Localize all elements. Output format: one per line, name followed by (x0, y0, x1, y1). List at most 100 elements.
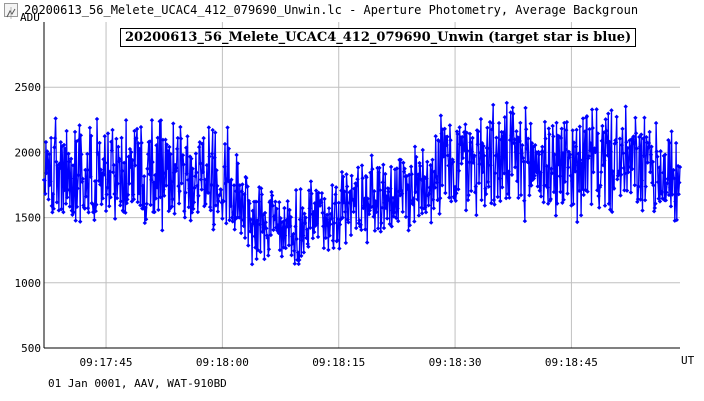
data-point (570, 128, 575, 133)
data-point (405, 186, 410, 191)
data-point (359, 163, 365, 168)
data-point (410, 202, 416, 207)
data-point (60, 165, 65, 171)
data-point (594, 107, 599, 112)
data-point (633, 115, 638, 120)
data-point (514, 129, 519, 134)
data-point (43, 139, 49, 145)
data-point (536, 149, 541, 155)
data-point (395, 206, 400, 211)
data-point (229, 177, 234, 182)
data-point (350, 197, 356, 203)
data-point (323, 235, 329, 241)
data-point (582, 129, 588, 134)
data-point (363, 227, 368, 232)
data-point (455, 131, 460, 137)
data-point (469, 188, 474, 194)
data-point (226, 146, 232, 151)
data-point (609, 108, 614, 113)
data-point (513, 149, 519, 155)
data-point (337, 222, 343, 227)
data-point (154, 143, 159, 148)
data-point (661, 153, 667, 159)
data-point (155, 135, 160, 141)
data-point (417, 160, 422, 166)
data-point (628, 190, 634, 195)
data-point (342, 209, 348, 215)
data-point (116, 159, 122, 164)
data-point (653, 201, 658, 206)
data-point (649, 144, 654, 149)
data-point (221, 199, 226, 204)
data-point (70, 163, 76, 168)
data-point (565, 191, 570, 196)
data-point (581, 192, 586, 198)
data-point (308, 179, 314, 184)
data-point (573, 144, 579, 149)
data-point (633, 131, 639, 136)
data-point (179, 181, 184, 186)
data-point (62, 187, 67, 193)
data-point (613, 140, 619, 145)
data-point (216, 198, 221, 204)
data-point (673, 140, 679, 146)
data-point (665, 176, 670, 182)
data-point (567, 152, 573, 157)
data-point (207, 204, 213, 210)
data-point (43, 191, 48, 196)
data-point (500, 185, 505, 190)
data-point (93, 208, 98, 214)
data-point (668, 185, 673, 190)
data-point (286, 243, 292, 248)
data-point (301, 250, 307, 255)
data-point (65, 187, 71, 193)
data-point (272, 216, 277, 222)
data-point (156, 207, 161, 213)
data-point (619, 142, 625, 148)
data-point (459, 161, 464, 166)
data-point (253, 199, 259, 204)
data-point (672, 218, 678, 223)
data-point (288, 214, 294, 220)
data-point (431, 206, 436, 211)
data-point (242, 235, 248, 241)
chart-icon (4, 3, 18, 19)
data-point (437, 211, 442, 216)
data-point (119, 135, 124, 141)
data-point (56, 166, 61, 171)
data-point (575, 219, 580, 225)
data-point (674, 217, 679, 223)
data-point (175, 135, 180, 141)
data-point (309, 191, 314, 196)
data-point (333, 185, 339, 190)
data-point (245, 184, 250, 189)
data-point (507, 195, 512, 200)
data-point (184, 171, 190, 176)
data-point (284, 224, 290, 229)
data-point (294, 236, 299, 242)
data-point (217, 192, 223, 198)
data-point (286, 218, 291, 224)
data-point (601, 130, 606, 135)
data-point (593, 148, 599, 153)
data-point (201, 135, 206, 141)
data-point (386, 189, 391, 194)
data-point (315, 234, 321, 240)
data-point (416, 172, 421, 177)
data-point (376, 170, 382, 175)
data-point (582, 147, 587, 153)
data-point (100, 196, 106, 201)
data-point (54, 159, 59, 164)
data-point (321, 224, 326, 229)
data-point (256, 199, 261, 204)
data-point (343, 240, 349, 246)
data-point (320, 210, 325, 216)
data-point (125, 197, 130, 202)
data-point (390, 208, 395, 213)
data-point (364, 175, 369, 180)
data-point (468, 140, 473, 145)
data-point (98, 182, 103, 187)
data-point (662, 152, 668, 157)
data-point (268, 232, 274, 238)
data-point (379, 205, 385, 210)
